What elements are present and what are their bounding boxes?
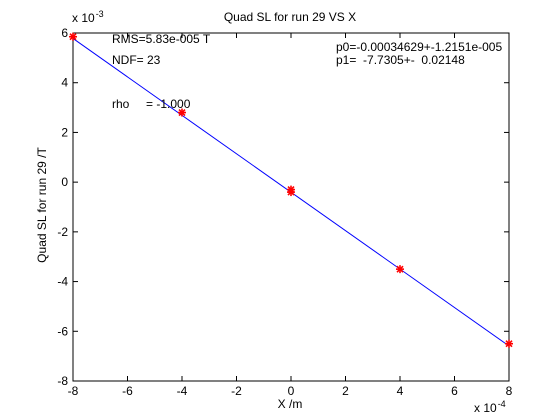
p1-annotation: p1= -7.7305+- 0.02148 <box>336 53 465 67</box>
x-tick-label: -4 <box>177 384 188 398</box>
data-point-marker <box>505 339 513 348</box>
x-tick-label: -8 <box>68 384 79 398</box>
y-tick-label: -4 <box>57 275 68 289</box>
y-exponent-base: x 10 <box>72 11 95 25</box>
plot-frame <box>72 32 510 382</box>
y-tick-label: -6 <box>57 324 68 338</box>
tick-labels: -8 -6 -4 -2 0 2 4 6 8 6 4 2 0 -2 -4 -6 -8 <box>57 26 512 398</box>
x-tick-label: 4 <box>397 384 404 398</box>
y-exponent-label: x 10-3 <box>72 9 104 25</box>
x-exponent-base: x 10 <box>474 401 497 415</box>
x-exponent-label: x 10-4 <box>474 399 506 415</box>
data-point-marker <box>69 32 77 41</box>
plot-axes <box>72 32 510 382</box>
y-tick-label: 0 <box>61 175 68 189</box>
tick-marks <box>72 32 510 382</box>
y-tick-label: -2 <box>57 225 68 239</box>
data-point-marker <box>178 108 186 117</box>
y-tick-label: 6 <box>61 26 68 40</box>
x-tick-label: -2 <box>231 384 242 398</box>
x-tick-label: 0 <box>288 384 295 398</box>
x-tick-label: -6 <box>122 384 133 398</box>
data-point-marker <box>287 188 295 197</box>
p0-annotation: p0=-0.00034629+-1.2151e-005 <box>336 40 502 54</box>
chart-title: Quad SL for run 29 VS X <box>224 10 356 24</box>
x-tick-label: 6 <box>451 384 458 398</box>
x-exponent-power: -4 <box>498 399 506 409</box>
y-tick-label: -8 <box>57 374 68 388</box>
y-tick-label: 4 <box>61 76 68 90</box>
x-axis-label: X /m <box>278 397 303 411</box>
data-point-marker <box>396 265 404 274</box>
ndf-annotation: NDF= 23 <box>112 53 161 67</box>
rms-annotation: RMS=5.83e-005 T <box>112 32 211 46</box>
x-tick-label: 2 <box>342 384 349 398</box>
x-tick-label: 8 <box>506 384 513 398</box>
series-layer <box>69 32 513 348</box>
y-axis-label: Quad SL for run 29 /T <box>35 147 49 263</box>
y-exponent-power: -3 <box>96 9 104 19</box>
y-tick-label: 2 <box>61 125 68 139</box>
rho-annotation: rho = -1.000 <box>112 97 191 111</box>
